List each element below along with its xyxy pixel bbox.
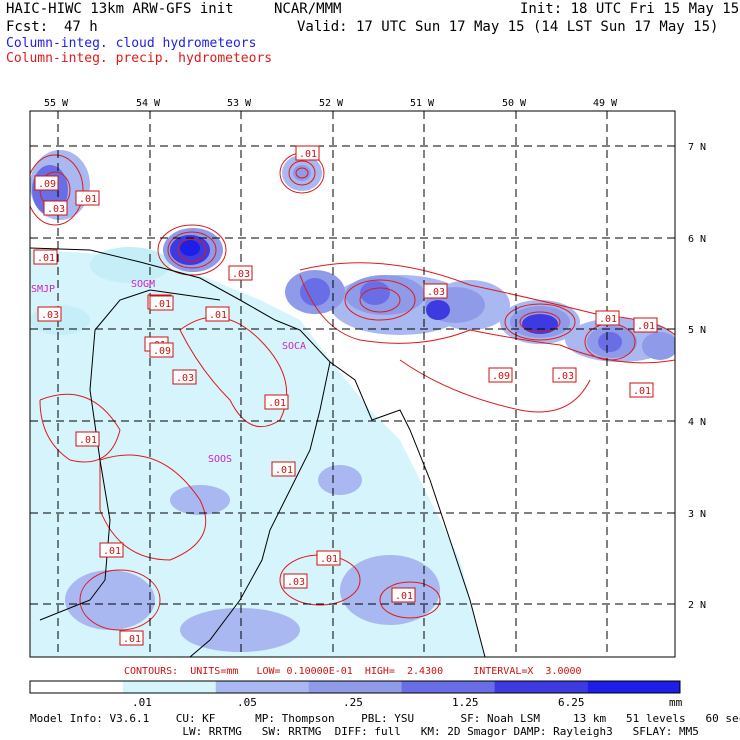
colorbar-label: mm	[669, 696, 683, 709]
lon-label: 51 W	[410, 98, 435, 109]
contour-label-box	[488, 367, 513, 383]
contour-label: .01	[37, 253, 55, 264]
contour-label-box	[423, 283, 448, 299]
init-time: Init: 18 UTC Fri 15 May 15	[520, 1, 740, 17]
model-info-line2: LW: RRTMG SW: RRTMG DIFF: full KM: 2D Sm…	[30, 725, 699, 738]
contour-label-box	[75, 190, 100, 206]
contour-label-box	[295, 145, 320, 161]
lat-label: 5 N	[688, 325, 706, 336]
contour-label: .03	[176, 373, 194, 384]
contour-label: .03	[427, 287, 445, 298]
coastlines	[30, 247, 486, 657]
contour-label: .03	[41, 310, 59, 321]
contour-label: .01	[633, 386, 651, 397]
valid-time: Valid: 17 UTC Sun 17 May 15 (14 LST Sun …	[297, 19, 719, 35]
contour-label: .01	[153, 299, 171, 310]
contour-label: .09	[38, 179, 56, 190]
station-label: SMJP	[31, 284, 55, 295]
contour-label-box	[34, 175, 59, 191]
contour-label: .09	[153, 346, 171, 357]
contour-label-box	[172, 369, 197, 385]
contour-label-box	[629, 382, 654, 398]
contour-label-box	[316, 550, 341, 566]
contour-label: .01	[637, 321, 655, 332]
station-label: SOCA	[282, 341, 306, 352]
cloud-shading	[30, 150, 675, 657]
contour-label: .01	[268, 398, 286, 409]
contour-label-box	[633, 317, 658, 333]
lat-label: 7 N	[688, 142, 706, 153]
model-info-line1: Model Info: V3.6.1 CU: KF MP: Thompson P…	[30, 712, 740, 725]
colorbar-label: .01	[132, 696, 152, 709]
cloud-field-label: Column-integ. cloud hydrometeors	[6, 36, 257, 51]
contour-label-box	[264, 394, 289, 410]
contour-label-box	[271, 461, 296, 477]
lat-label: 6 N	[688, 234, 706, 245]
lat-label: 2 N	[688, 600, 706, 611]
contour-label: .01	[395, 591, 413, 602]
contour-label-box	[149, 342, 174, 358]
contour-label: .01	[275, 465, 293, 476]
lon-label: 53 W	[227, 98, 252, 109]
precip-field-label: Column-integ. precip. hydrometeors	[6, 51, 273, 66]
forecast-hours: 47 h	[64, 19, 98, 35]
contour-label-box	[149, 295, 174, 311]
contour-label: .01	[209, 310, 227, 321]
contour-label-box	[99, 542, 124, 558]
station-label: SOGM	[131, 279, 155, 290]
contour-label-box	[391, 587, 416, 603]
contour-label: .09	[492, 371, 510, 382]
contour-label: .01	[599, 314, 617, 325]
contour-label-box	[43, 200, 68, 216]
forecast-label: Fcst:	[6, 19, 49, 35]
colorbar-label: .25	[343, 696, 363, 709]
contour-label: .01	[79, 194, 97, 205]
contour-label: .01	[103, 546, 121, 557]
colorbar-border	[29, 680, 681, 694]
contour-label: .01	[320, 554, 338, 565]
lat-lon-grid	[30, 111, 675, 657]
contour-label-box	[75, 431, 100, 447]
contour-label: .03	[232, 269, 250, 280]
contour-label: .01	[79, 435, 97, 446]
lon-label: 55 W	[44, 98, 69, 109]
contour-labels: .01 .09 .03 .01 .01 .03 .01 .03 .01 .01 .09 .03 .01.…	[33, 145, 658, 646]
lon-label: 49 W	[593, 98, 618, 109]
contour-label: .01	[299, 149, 317, 160]
contour-label-box	[595, 310, 620, 326]
colorbar-label: .05	[237, 696, 257, 709]
contour-label-box	[37, 306, 62, 322]
lat-label: 3 N	[688, 509, 706, 520]
colorbar-segment	[30, 681, 123, 693]
contour-label: .01	[123, 634, 141, 645]
colorbar-segment	[215, 681, 309, 693]
contour-label-box	[228, 265, 253, 281]
organization: NCAR/MMM	[274, 1, 342, 17]
colorbar-segment	[494, 681, 588, 693]
colorbar-label: 6.25	[558, 696, 585, 709]
lon-label: 54 W	[136, 98, 161, 109]
colorbar-segment	[308, 681, 402, 693]
lon-label: 52 W	[319, 98, 344, 109]
colorbar-segment	[401, 681, 495, 693]
lat-label: 4 N	[688, 417, 706, 428]
lon-label: 50 W	[502, 98, 527, 109]
contour-label: .03	[556, 371, 574, 382]
plot-title: HAIC-HIWC 13km ARW-GFS init	[6, 1, 234, 17]
contour-label-box	[119, 630, 144, 646]
contour-label-box	[205, 306, 230, 322]
map-border	[29, 110, 676, 658]
colorbar-segment	[122, 681, 216, 693]
contour-label-box	[283, 573, 308, 589]
contour-label: .03	[47, 204, 65, 215]
colorbar-label: 1.25	[452, 696, 479, 709]
station-label: SOOS	[208, 454, 232, 465]
contour-label-box	[33, 249, 58, 265]
colorbar-segment	[587, 681, 680, 693]
contour-label: .03	[287, 577, 305, 588]
colorbar	[29, 680, 681, 694]
contour-label-box	[552, 367, 577, 383]
contour-info: CONTOURS: UNITS=mm LOW= 0.10000E-01 HIGH…	[124, 666, 582, 677]
